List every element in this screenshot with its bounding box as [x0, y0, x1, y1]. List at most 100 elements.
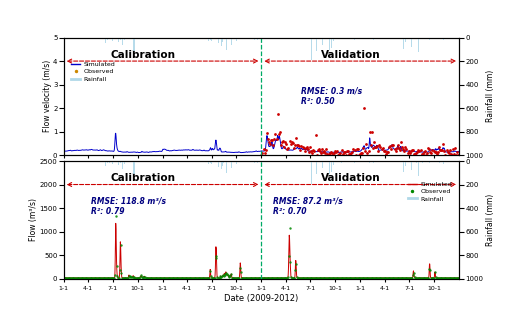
Point: [262, 131, 270, 136]
Point: [411, 275, 419, 280]
Point: [319, 149, 327, 154]
Point: [336, 151, 344, 156]
Point: [374, 148, 382, 153]
X-axis label: Date (2009-2012): Date (2009-2012): [224, 294, 298, 303]
Point: [103, 275, 111, 280]
Point: [352, 275, 360, 280]
Point: [373, 275, 381, 280]
Point: [350, 275, 358, 280]
Point: [409, 271, 417, 276]
Point: [143, 275, 151, 280]
Point: [317, 275, 325, 280]
Point: [268, 137, 276, 142]
Point: [273, 275, 281, 280]
Point: [123, 275, 131, 280]
Point: [252, 275, 261, 280]
Point: [377, 275, 385, 280]
Point: [201, 275, 209, 280]
Point: [326, 150, 334, 155]
Point: [119, 275, 127, 280]
Point: [218, 273, 226, 278]
Point: [364, 149, 372, 154]
Point: [257, 153, 265, 158]
Point: [183, 275, 191, 280]
Point: [429, 148, 437, 153]
Point: [386, 275, 394, 280]
Point: [280, 140, 289, 145]
Point: [204, 275, 212, 280]
Point: [192, 275, 201, 280]
Point: [150, 275, 158, 280]
Point: [138, 275, 146, 280]
Point: [177, 275, 185, 280]
Point: [265, 275, 273, 280]
Point: [211, 254, 219, 259]
Point: [116, 268, 124, 273]
Point: [381, 275, 389, 280]
Point: [194, 275, 202, 280]
Point: [232, 275, 240, 280]
Point: [363, 151, 371, 156]
Point: [312, 153, 320, 158]
Point: [359, 275, 367, 280]
Point: [436, 147, 444, 152]
Point: [361, 141, 370, 146]
Point: [263, 137, 271, 142]
Point: [439, 275, 447, 280]
Point: [323, 275, 331, 280]
Point: [330, 275, 338, 280]
Point: [369, 275, 377, 280]
Point: [214, 275, 222, 280]
Point: [454, 275, 462, 280]
Point: [184, 275, 192, 280]
Point: [236, 269, 244, 275]
Point: [410, 151, 418, 156]
Point: [294, 143, 302, 148]
Point: [448, 275, 457, 280]
Point: [291, 261, 299, 266]
Point: [306, 148, 315, 153]
Point: [276, 142, 285, 147]
Y-axis label: Flow velocity (m/s): Flow velocity (m/s): [43, 60, 51, 132]
Point: [161, 275, 169, 280]
Point: [357, 275, 365, 280]
Point: [411, 151, 419, 156]
Point: [436, 275, 444, 280]
Point: [108, 275, 117, 280]
Point: [353, 146, 361, 151]
Point: [92, 275, 100, 280]
Point: [262, 275, 270, 280]
Point: [408, 272, 416, 277]
Point: [180, 275, 188, 280]
Point: [286, 260, 294, 265]
Point: [66, 275, 74, 280]
Point: [422, 275, 431, 280]
Point: [397, 275, 405, 280]
Point: [155, 275, 163, 280]
Point: [418, 151, 426, 156]
Point: [228, 275, 236, 280]
Point: [126, 275, 134, 280]
Point: [388, 275, 396, 280]
Point: [239, 275, 247, 280]
Point: [394, 145, 402, 150]
Point: [287, 275, 295, 280]
Text: Validation: Validation: [320, 173, 379, 183]
Point: [446, 151, 454, 156]
Point: [82, 275, 91, 280]
Point: [419, 275, 428, 280]
Point: [382, 275, 390, 280]
Point: [253, 275, 262, 280]
Point: [367, 275, 376, 280]
Point: [313, 275, 321, 280]
Legend: Simulated, Observed, Rainfall: Simulated, Observed, Rainfall: [71, 62, 115, 82]
Point: [435, 275, 443, 280]
Point: [205, 275, 213, 280]
Point: [110, 275, 118, 280]
Text: RMSE: 118.8 m³/s
R²: 0.79: RMSE: 118.8 m³/s R²: 0.79: [91, 196, 166, 216]
Point: [429, 275, 437, 280]
Point: [166, 275, 175, 280]
Point: [244, 275, 252, 280]
Point: [317, 147, 325, 152]
Point: [69, 275, 77, 280]
